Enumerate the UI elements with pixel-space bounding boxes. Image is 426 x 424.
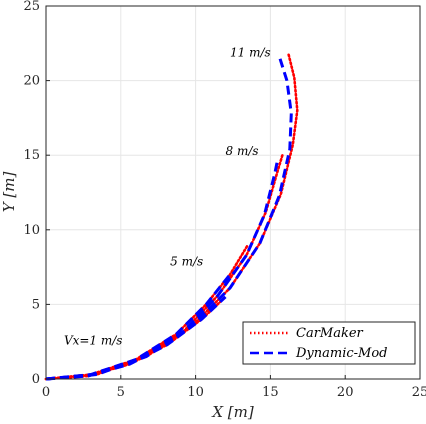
legend-label-carmaker: CarMaker <box>296 326 364 341</box>
x-tick-label-4: 20 <box>337 385 354 400</box>
y-tick-label-2: 10 <box>23 223 40 238</box>
series-lines <box>44 52 299 381</box>
legend-box <box>242 321 416 365</box>
grid <box>45 5 421 380</box>
annotation-0: Vx=1 m/s <box>64 334 123 348</box>
x-tick-label-5: 25 <box>412 385 426 400</box>
y-tick-label-5: 25 <box>23 0 40 14</box>
x-tick-label-0: 0 <box>42 385 50 400</box>
annotation-1: 5 m/s <box>170 255 203 269</box>
annotations: Vx=1 m/s 5 m/s 8 m/s 11 m/s <box>64 46 271 348</box>
legend-label-dynamic-mod: Dynamic-Mod <box>295 346 388 361</box>
x-tick-label-3: 15 <box>262 385 279 400</box>
x-tick-label-2: 10 <box>187 385 204 400</box>
x-tick-label-1: 5 <box>117 385 125 400</box>
y-tick-label-1: 5 <box>32 297 40 312</box>
legend: CarMaker Dynamic-Mod <box>242 321 416 365</box>
annotation-3: 11 m/s <box>230 46 271 60</box>
x-axis-label: X [m] <box>211 403 254 421</box>
plot-frame <box>45 5 421 380</box>
y-axis-label: Y [m] <box>0 172 18 213</box>
y-tick-label-4: 20 <box>23 74 40 89</box>
series-11-m-s-dynamic-mod <box>45 56 293 381</box>
y-tick-label-3: 15 <box>23 148 40 163</box>
annotation-2: 8 m/s <box>226 144 259 158</box>
y-tick-label-0: 0 <box>32 372 40 387</box>
tick-labels: 0 5 10 15 20 25 0 5 10 15 20 25 <box>23 0 426 400</box>
